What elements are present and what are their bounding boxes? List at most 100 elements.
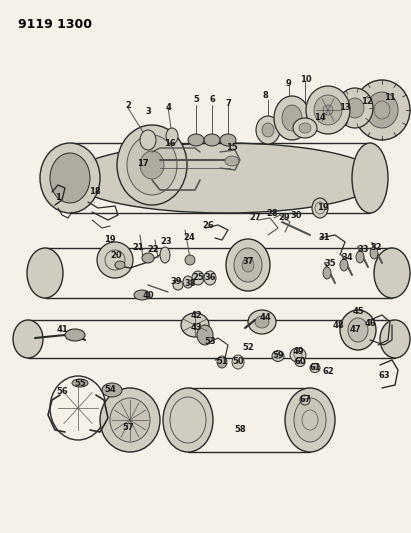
Ellipse shape [337,88,373,128]
Ellipse shape [272,351,284,361]
Text: 8: 8 [262,91,268,100]
Ellipse shape [65,329,85,341]
Text: 54: 54 [104,385,116,394]
Ellipse shape [282,105,302,131]
Ellipse shape [294,398,326,442]
Ellipse shape [290,348,306,362]
Ellipse shape [306,86,350,134]
Ellipse shape [255,316,269,328]
Text: 25: 25 [192,273,204,282]
Ellipse shape [226,239,270,291]
Ellipse shape [97,242,133,278]
Ellipse shape [110,398,150,442]
Text: 7: 7 [225,99,231,108]
Ellipse shape [140,151,164,179]
Ellipse shape [354,80,410,140]
Ellipse shape [310,364,320,373]
Text: 5: 5 [193,95,199,104]
Ellipse shape [72,379,88,387]
Ellipse shape [117,125,187,205]
Ellipse shape [225,156,239,166]
Text: 29: 29 [278,214,290,222]
Text: 21: 21 [132,244,144,253]
Ellipse shape [248,310,276,334]
Ellipse shape [323,267,331,279]
Text: 34: 34 [341,254,353,262]
Ellipse shape [204,271,216,285]
Ellipse shape [295,358,305,367]
Text: 39: 39 [170,278,182,287]
Ellipse shape [312,198,328,218]
Ellipse shape [346,98,364,118]
Text: 59: 59 [272,351,284,360]
Text: 9119 1300: 9119 1300 [18,18,92,31]
Ellipse shape [217,356,227,368]
Ellipse shape [127,135,177,195]
Text: 45: 45 [352,308,364,317]
Ellipse shape [192,271,204,285]
Ellipse shape [13,320,43,358]
Ellipse shape [242,258,254,272]
Text: 33: 33 [357,246,369,254]
Text: 61: 61 [309,364,321,373]
Ellipse shape [40,143,100,213]
Ellipse shape [262,123,274,137]
Ellipse shape [220,134,236,146]
Text: 4: 4 [165,102,171,111]
Ellipse shape [185,255,195,265]
Ellipse shape [293,118,317,138]
Text: 16: 16 [164,139,176,148]
Text: 53: 53 [204,337,216,346]
Ellipse shape [160,247,170,263]
Text: 19: 19 [104,236,116,245]
Text: 62: 62 [322,367,334,376]
Text: 63: 63 [378,370,390,379]
Text: 22: 22 [147,246,159,254]
Text: 26: 26 [202,222,214,230]
Ellipse shape [232,355,244,369]
Ellipse shape [166,128,178,144]
Ellipse shape [204,134,220,146]
Text: 56: 56 [56,387,68,397]
Text: 1: 1 [55,193,61,203]
Text: 17: 17 [137,158,149,167]
Ellipse shape [115,261,125,269]
Text: 2: 2 [125,101,131,109]
Ellipse shape [340,310,376,350]
Text: 41: 41 [56,326,68,335]
Ellipse shape [173,280,183,290]
Ellipse shape [134,290,150,300]
Text: 35: 35 [324,260,336,269]
Text: 60: 60 [294,358,306,367]
Text: 32: 32 [370,244,382,253]
Text: 12: 12 [361,98,373,107]
Text: 10: 10 [300,76,312,85]
Text: 47: 47 [349,326,361,335]
Text: 36: 36 [204,273,216,282]
Text: 48: 48 [332,321,344,330]
Ellipse shape [370,247,378,259]
Text: 23: 23 [160,238,172,246]
Text: 20: 20 [110,252,122,261]
Text: 13: 13 [339,102,351,111]
Text: 28: 28 [266,209,278,219]
Text: 55: 55 [74,378,86,387]
Ellipse shape [181,313,209,337]
Ellipse shape [140,130,156,150]
Text: 11: 11 [384,93,396,102]
Ellipse shape [183,276,193,288]
Ellipse shape [102,383,122,397]
Text: 6: 6 [209,95,215,104]
Text: 19: 19 [317,204,329,213]
Text: 43: 43 [190,324,202,333]
Text: 49: 49 [292,348,304,357]
Ellipse shape [356,251,364,263]
Ellipse shape [100,388,160,452]
Ellipse shape [285,388,335,452]
Ellipse shape [323,105,333,115]
Ellipse shape [314,95,342,125]
Ellipse shape [188,134,204,146]
Text: 40: 40 [142,290,154,300]
Ellipse shape [70,143,380,213]
Text: 38: 38 [184,279,196,287]
